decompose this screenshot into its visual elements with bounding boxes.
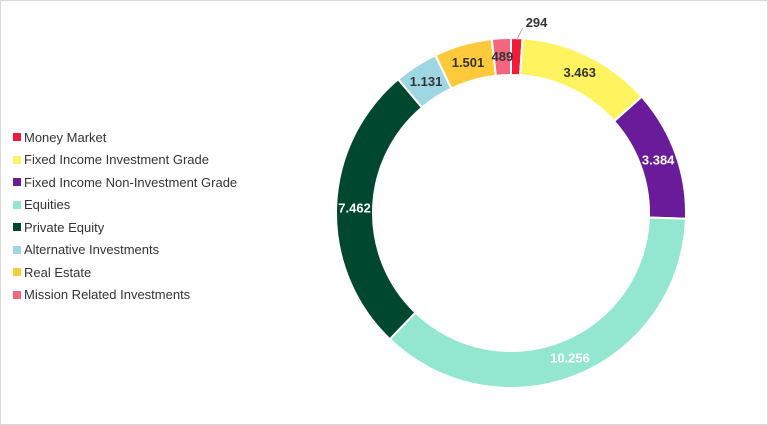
slice-equities <box>388 216 687 389</box>
legend-item-fixed-income-non-investment-grade: Fixed Income Non-Investment Grade <box>13 171 237 194</box>
legend-label: Fixed Income Non-Investment Grade <box>24 174 238 190</box>
legend-swatch <box>13 178 21 187</box>
legend-label: Fixed Income Investment Grade <box>24 152 209 168</box>
data-label-fixed-income-investment-grade: 3.463 <box>563 65 596 80</box>
donut-slices <box>335 36 687 389</box>
legend-swatch <box>13 223 21 232</box>
legend-label: Real Estate <box>24 264 92 280</box>
slice-mission-related-investments <box>490 36 512 77</box>
chart-legend: Money Market Fixed Income Investment Gra… <box>13 126 237 306</box>
leader-line-money-market <box>516 27 524 41</box>
data-label-real-estate: 1.501 <box>452 55 485 70</box>
legend-item-mission-related-investments: Mission Related Investments <box>13 284 237 307</box>
legend-item-alternative-investments: Alternative Investments <box>13 239 237 262</box>
leader-lines <box>516 27 524 41</box>
data-label-mission-related-investments: 489 <box>492 49 514 64</box>
legend-item-real-estate: Real Estate <box>13 261 237 284</box>
legend-item-fixed-income-investment-grade: Fixed Income Investment Grade <box>13 149 237 172</box>
legend-item-money-market: Money Market <box>13 126 237 149</box>
legend-swatch <box>13 155 21 164</box>
data-label-equities: 10.256 <box>550 350 590 365</box>
slice-labels: 294 3.463 3.384 10.256 7.462 1.131 1.501 489 <box>338 15 675 365</box>
legend-label: Private Equity <box>24 219 105 235</box>
data-label-alternative-investments: 1.131 <box>410 74 443 89</box>
data-label-fixed-income-non-investment-grade: 3.384 <box>642 152 675 167</box>
legend-swatch <box>13 200 21 209</box>
legend-swatch <box>13 133 21 142</box>
legend-label: Money Market <box>24 129 107 145</box>
legend-item-equities: Equities <box>13 194 237 217</box>
legend-label: Mission Related Investments <box>24 287 191 303</box>
legend-swatch <box>13 245 21 254</box>
data-label-money-market: 294 <box>526 15 548 30</box>
legend-swatch <box>13 268 21 277</box>
legend-label: Alternative Investments <box>24 242 160 258</box>
legend-label: Equities <box>24 197 71 213</box>
legend-item-private-equity: Private Equity <box>13 216 237 239</box>
legend-swatch <box>13 290 21 299</box>
data-label-private-equity: 7.462 <box>338 200 371 215</box>
